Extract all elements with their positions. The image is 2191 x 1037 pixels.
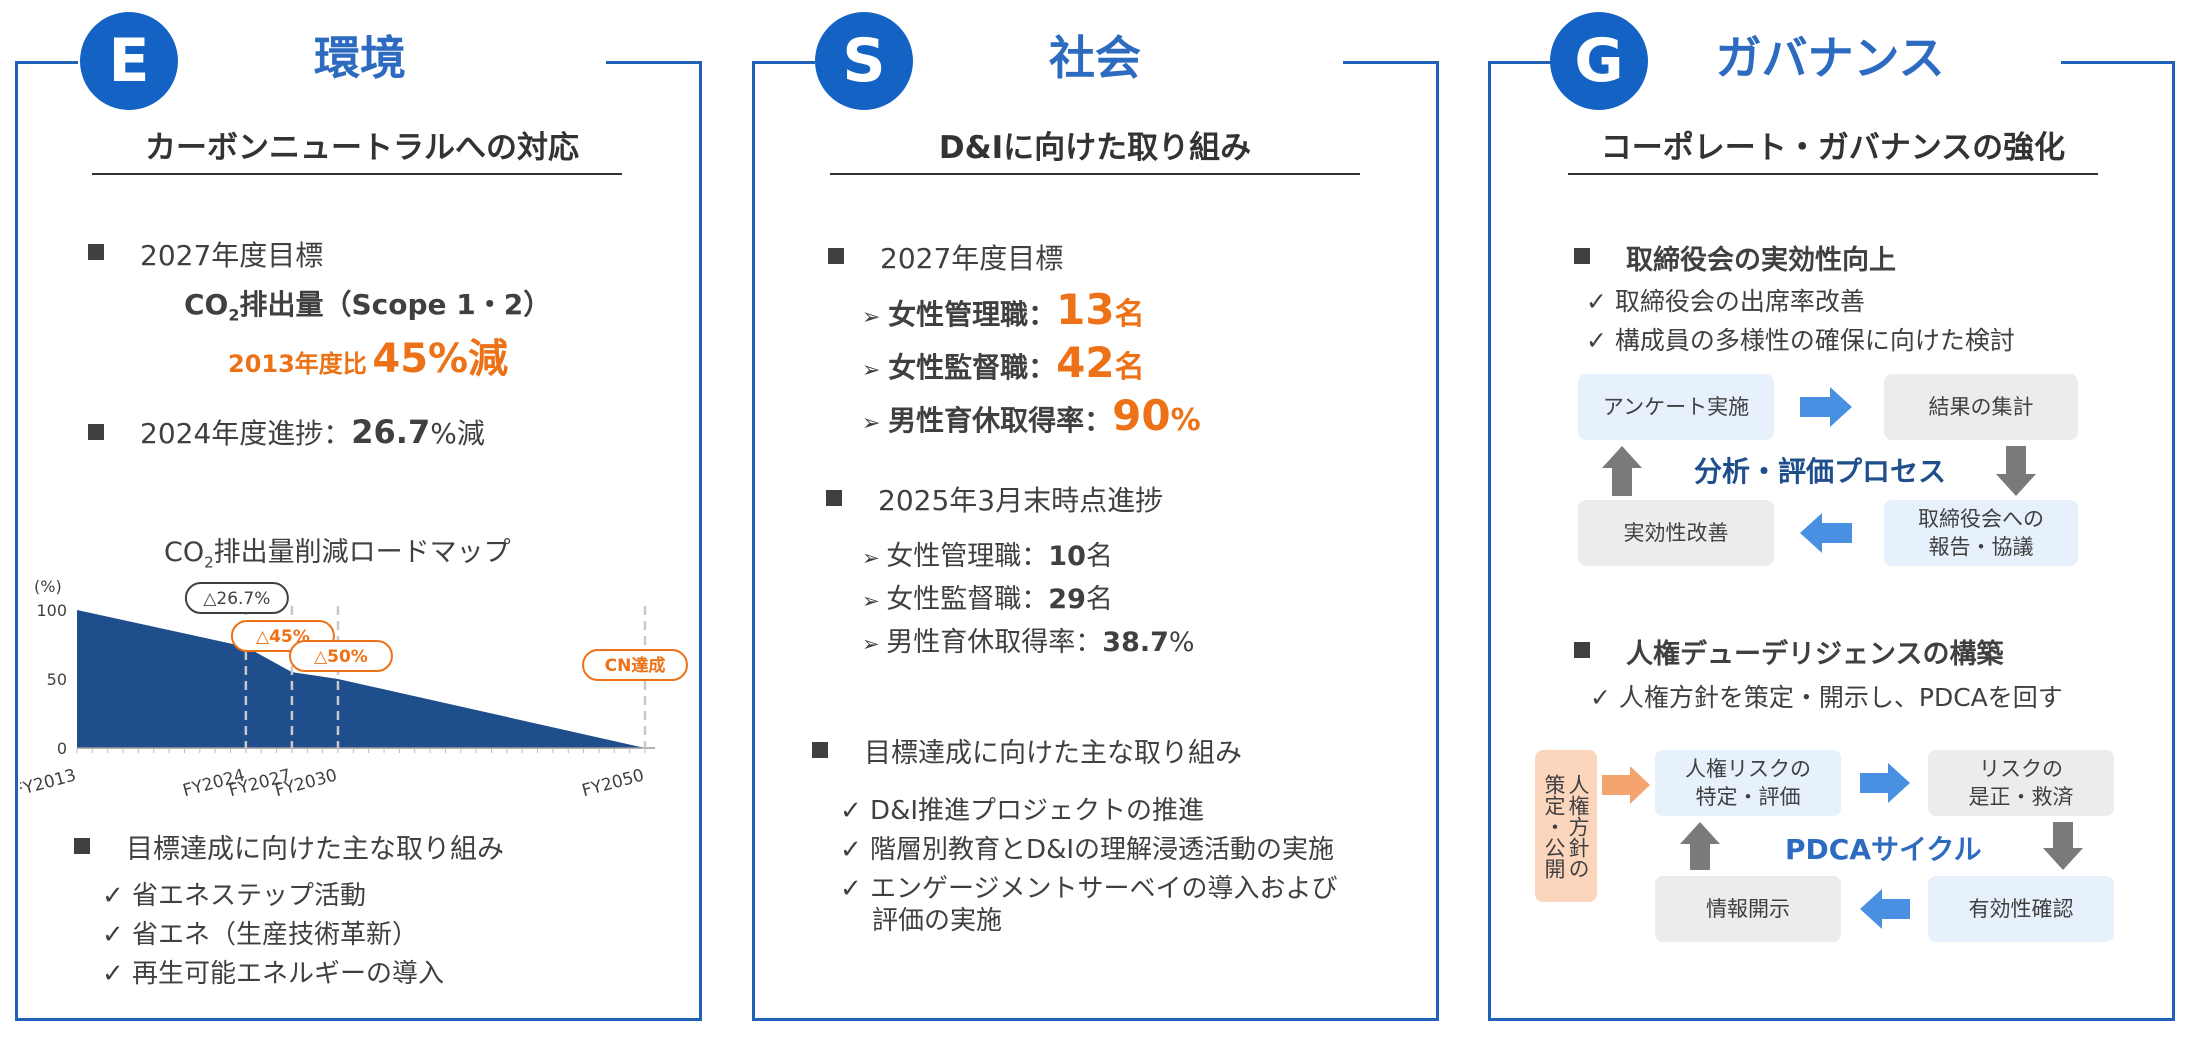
risk-remedy-box: リスクの 是正・救済 [1928, 750, 2114, 816]
bullet-square [1574, 248, 1590, 264]
arrow-icon: ➢ [862, 358, 889, 383]
g-board-head: 取締役会の実効性向上 [1626, 245, 1896, 276]
e-panel-title: 環境 [314, 31, 406, 85]
chart-xtick-label: FY2013 [20, 766, 78, 802]
e-initiative-item: ✓ 省エネステップ活動 [102, 881, 367, 911]
e-initiative-item: ✓ 再生可能エネルギーの導入 [102, 959, 445, 989]
arrow-down-icon [2043, 822, 2083, 870]
arrow-right-icon [1602, 766, 1650, 804]
bullet-square [88, 244, 104, 260]
s-panel-title: 社会 [1049, 31, 1141, 85]
s-initiative-item: ✓ D&I推進プロジェクトの推進 [840, 796, 1205, 826]
s-progress-head: 2025年3月末時点進捗 [878, 484, 1164, 517]
s-target-item: ➢ 男性育休取得率：90% [862, 391, 1201, 440]
chart-annotation-label: △45% [256, 627, 310, 647]
survey-box: アンケート実施 [1578, 374, 1774, 440]
chart-title: CO2排出量削減ロードマップ [164, 537, 511, 572]
s-target-item: ➢ 女性監督職：42名 [862, 338, 1145, 387]
arrow-up-icon [1680, 822, 1720, 870]
cycle1-center-label: 分析・評価プロセス [1694, 455, 1947, 488]
arrow-left-icon [1860, 889, 1910, 929]
s-progress-item: ➢ 女性監督職：29名 [862, 584, 1113, 615]
s-target-item: ➢ 女性管理職：13名 [862, 285, 1145, 334]
e-subtitle: カーボンニュートラルへの対応 [145, 130, 579, 166]
g-board-item: ✓ 取締役会の出席率改善 [1586, 287, 1865, 316]
bullet-square [1574, 642, 1590, 658]
chart-area [77, 610, 645, 748]
hr-policy-box: 人権方針の 策定・公開 [1535, 750, 1597, 902]
e-initiatives-head: 目標達成に向けた主な取り組み [126, 834, 504, 865]
arrow-right-icon [1860, 763, 1910, 803]
g-hr-head: 人権デューデリジェンスの構築 [1626, 639, 2004, 670]
s-subtitle-underline [830, 173, 1360, 175]
chart-annotation-box [184, 582, 289, 614]
e-target-head: 2027年度目標 [140, 239, 324, 272]
bullet-square [88, 424, 104, 440]
g-subtitle-underline [1568, 173, 2098, 175]
bullet-square [812, 742, 828, 758]
chart-annotation-label: △50% [314, 647, 368, 667]
g-board-item: ✓ 構成員の多様性の確保に向けた検討 [1586, 326, 2015, 355]
chart-ytick-label: 50 [47, 670, 67, 689]
s-target-head: 2027年度目標 [880, 242, 1064, 275]
effectiveness-box: 有効性確認 [1928, 876, 2114, 942]
e-subtitle-underline [92, 173, 622, 175]
governance-panel [1488, 58, 2175, 1021]
chart-ytick-label: 100 [36, 601, 67, 620]
arrow-icon: ➢ [862, 632, 887, 656]
chart-annotation-label: △26.7% [203, 589, 270, 609]
e-letter-badge: E [80, 12, 178, 110]
arrow-icon: ➢ [862, 411, 889, 436]
e-co2-target-label: CO2排出量（Scope 1・2） [184, 288, 552, 325]
board-report-box: 取締役会への 報告・協議 [1884, 500, 2078, 566]
s-initiatives-head: 目標達成に向けた主な取り組み [864, 738, 1242, 769]
s-initiative-item: ✓ エンゲージメントサーベイの導入および [840, 874, 1338, 904]
chart-annotation-box [288, 640, 393, 672]
g-hr-item: ✓ 人権方針を策定・開示し、PDCAを回す [1590, 683, 2063, 712]
disclosure-box: 情報開示 [1655, 876, 1841, 942]
chart-annotation-label: CN達成 [605, 655, 666, 676]
cycle2-center-label: PDCAサイクル [1785, 833, 1982, 866]
chart-ylabel: (%) [34, 577, 62, 596]
bullet-square [828, 248, 844, 264]
arrow-icon: ➢ [862, 546, 887, 570]
s-subtitle: D&Iに向けた取り組み [938, 130, 1252, 166]
g-panel-title: ガバナンス [1715, 31, 1945, 85]
arrow-right-icon [1800, 387, 1852, 427]
arrow-icon: ➢ [862, 305, 889, 330]
s-letter-badge: S [815, 12, 913, 110]
arrow-left-icon [1800, 513, 1852, 553]
bullet-square [74, 838, 90, 854]
chart-annotation-box [582, 649, 688, 681]
arrow-up-icon [1602, 446, 1642, 496]
s-initiative-item: 評価の実施 [872, 906, 1003, 936]
e-target-value: 2013年度比 45%減 [228, 336, 509, 382]
risk-identify-box: 人権リスクの 特定・評価 [1655, 750, 1841, 816]
s-initiative-item: ✓ 階層別教育とD&Iの理解浸透活動の実施 [840, 835, 1335, 865]
environment-panel [15, 58, 702, 1021]
chart-ytick-label: 0 [57, 739, 67, 758]
arrow-down-icon [1996, 446, 2036, 496]
arrow-icon: ➢ [862, 589, 887, 613]
chart-xtick-label: FY2050 [580, 766, 646, 802]
aggregate-box: 結果の集計 [1884, 374, 2078, 440]
s-progress-item: ➢ 男性育休取得率：38.7% [862, 627, 1195, 658]
g-letter-badge: G [1550, 12, 1648, 110]
e-initiative-item: ✓ 省エネ（生産技術革新） [102, 920, 419, 950]
bullet-square [826, 490, 842, 506]
s-progress-item: ➢ 女性管理職：10名 [862, 541, 1113, 572]
e-progress: 2024年度進捗：26.7%減 [140, 413, 485, 451]
improve-box: 実効性改善 [1578, 500, 1774, 566]
social-panel [752, 58, 1439, 1021]
g-subtitle: コーポレート・ガバナンスの強化 [1600, 130, 2066, 166]
